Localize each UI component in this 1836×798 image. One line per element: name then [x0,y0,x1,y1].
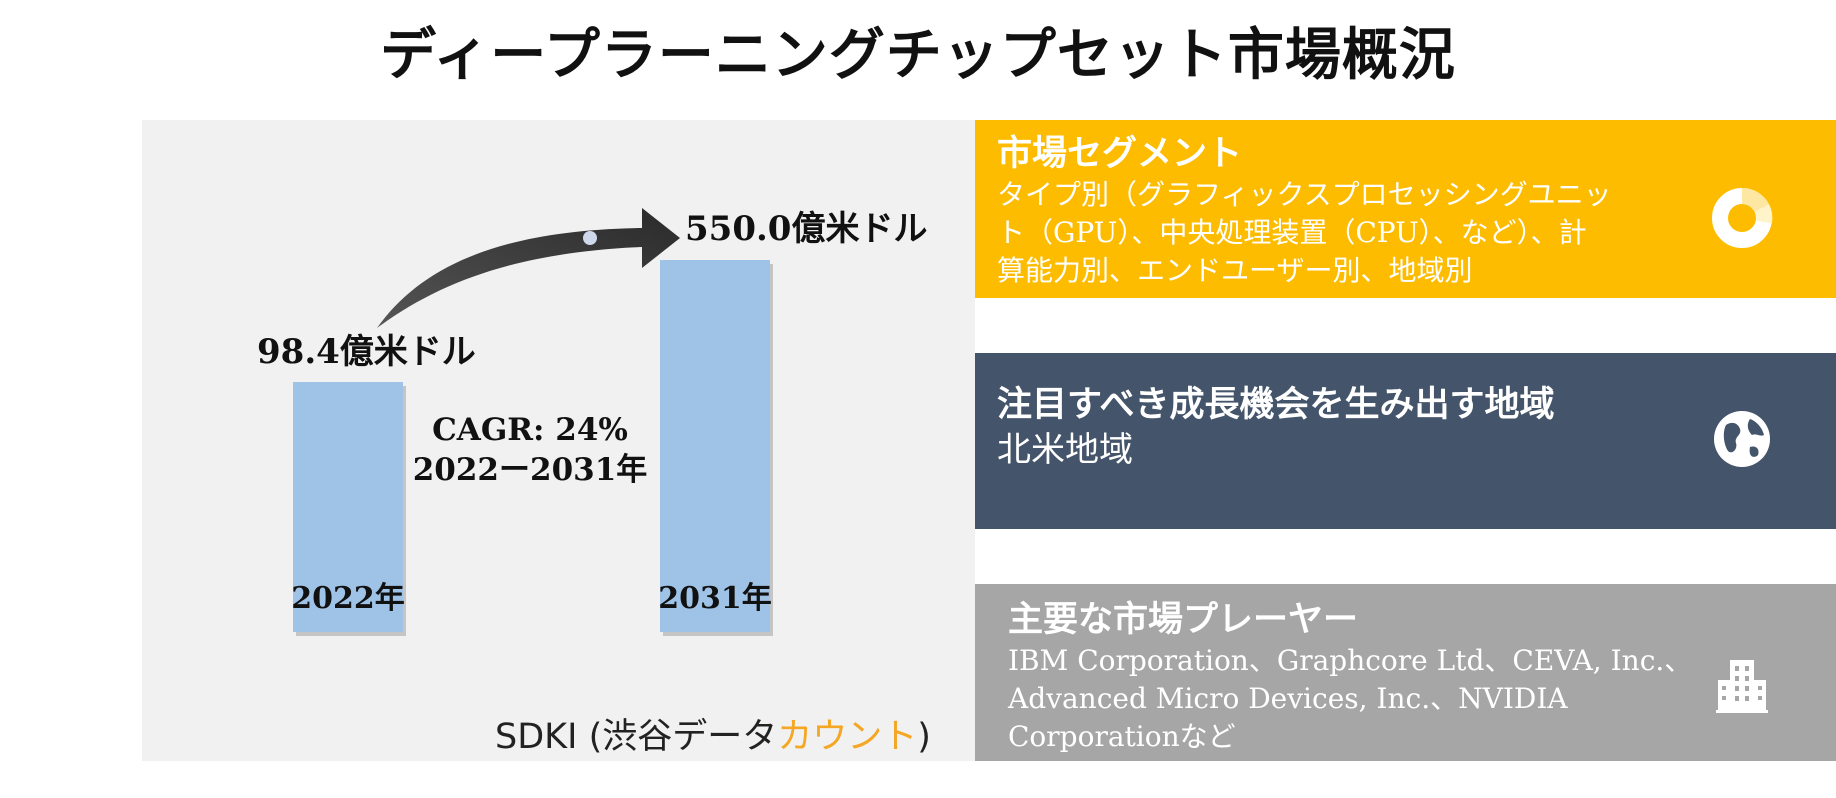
category-label-2031: 2031年 [658,581,772,616]
arrow-dot [583,231,597,245]
source-credit: SDKI (渋谷データカウント) [495,708,931,759]
cagr-label: CAGR: 24% [432,412,628,448]
growth-region-card: 注目すべき成長機会を生み出す地域 北米地域 [975,353,1836,529]
card-line: 北米地域 [997,430,1133,470]
value-label-2031: 550.0億米ドル [685,209,927,249]
donut-chart-icon [1712,188,1773,248]
card-line: Corporationなど [1008,720,1236,753]
card-title: 主要な市場プレーヤー [1008,599,1359,640]
category-label-2022: 2022年 [291,581,405,616]
card-title: 注目すべき成長機会を生み出す地域 [997,384,1555,425]
card-title: 市場セグメント [997,133,1243,174]
cagr-period: 2022ー2031年 [412,452,648,488]
bar-2031年 [660,260,770,632]
market-segment-card: 市場セグメント タイプ別（グラフィックスプロセッシングユニッ ト（GPU）、中央… [975,120,1836,298]
building-icon [1716,660,1768,713]
bar-chart: 98.4億米ドル 550.0億米ドル 2022年 2031年 [257,208,927,636]
key-players-card: 主要な市場プレーヤー IBM Corporation、Graphcore Ltd… [975,584,1836,761]
value-label-2022: 98.4億米ドル [257,332,476,372]
card-line: Advanced Micro Devices, Inc.、NVIDIA [1008,682,1568,715]
card-line: 算能力別、エンドユーザー別、地域別 [997,254,1473,287]
source-suffix: ) [917,717,931,757]
page-title: ディープラーニングチップセット市場概況 [380,22,1456,88]
source-prefix: SDKI (渋谷データ [495,717,778,757]
card-line: IBM Corporation、Graphcore Ltd、CEVA, Inc.… [1008,644,1693,677]
source-accent: カウント [777,717,918,757]
chart-panel: 98.4億米ドル 550.0億米ドル 2022年 2031年 CAGR: 24%… [142,120,975,761]
card-line: ト（GPU）、中央処理装置（CPU）、など）、計 [997,216,1587,249]
globe-icon [1714,411,1770,467]
growth-arrow [377,208,680,328]
card-line: タイプ別（グラフィックスプロセッシングユニッ [997,178,1612,211]
cagr-annotation: CAGR: 24% 2022ー2031年 [400,410,660,490]
bar-2022年 [293,382,403,632]
